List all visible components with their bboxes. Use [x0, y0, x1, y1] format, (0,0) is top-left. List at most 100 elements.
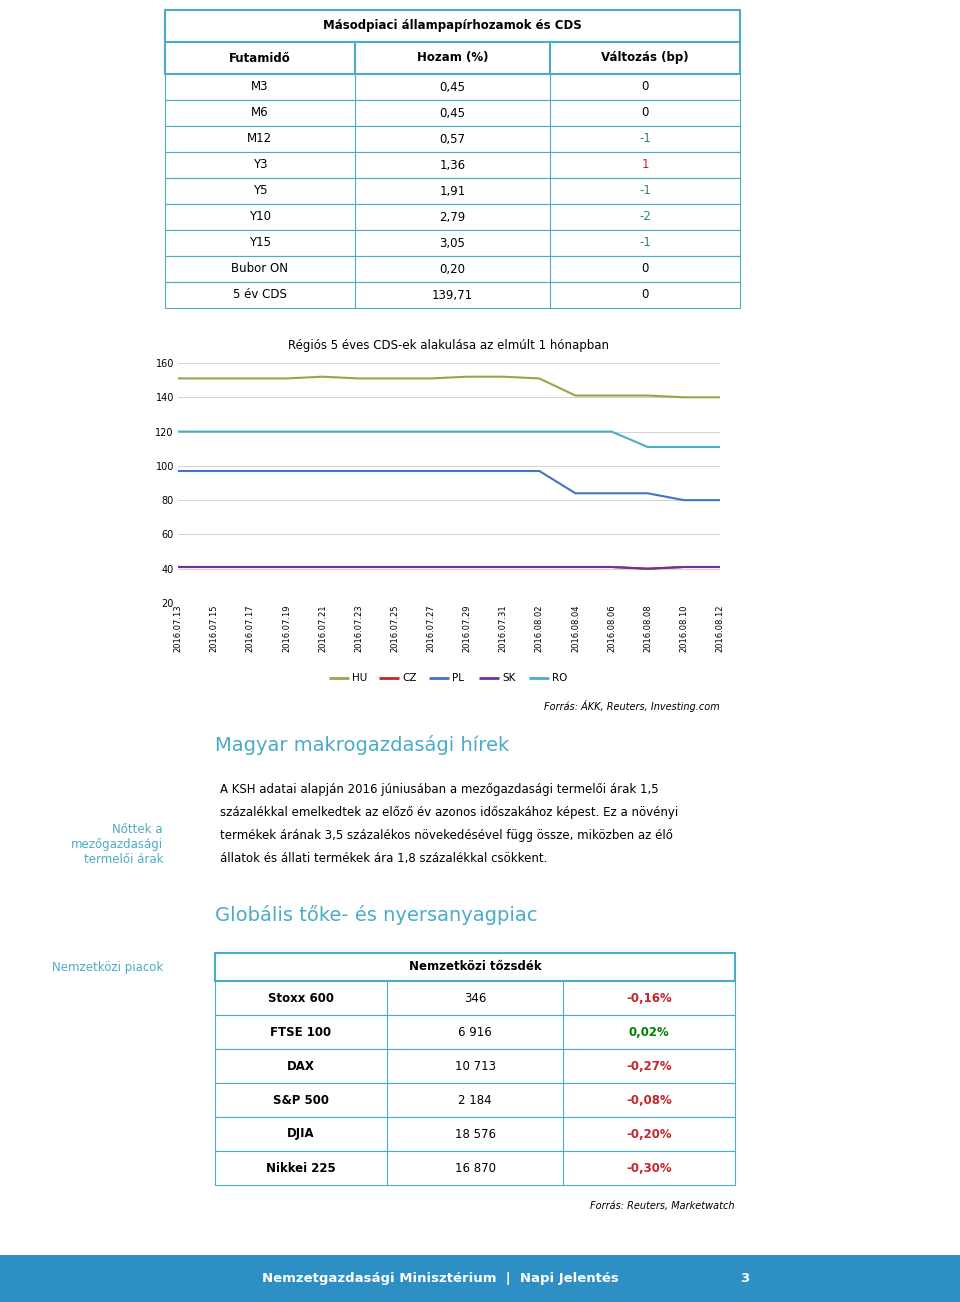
Text: Y5: Y5 [252, 185, 267, 198]
Text: -0,20%: -0,20% [626, 1128, 672, 1141]
Text: M3: M3 [252, 81, 269, 94]
PL [462, 464, 473, 479]
PL [208, 464, 220, 479]
PL [569, 486, 581, 501]
PL [280, 464, 292, 479]
CZ [245, 559, 256, 574]
HU [208, 371, 220, 387]
CZ [353, 559, 365, 574]
HU [317, 368, 328, 384]
Text: Másodpiaci állampapírhozamok és CDS: Másodpiaci állampapírhozamok és CDS [324, 20, 582, 33]
SK [389, 559, 400, 574]
Text: 6 916: 6 916 [458, 1026, 492, 1039]
RO [245, 423, 256, 439]
CZ [425, 559, 437, 574]
CZ [317, 559, 328, 574]
PL [172, 464, 183, 479]
RO [208, 423, 220, 439]
Text: HU: HU [352, 673, 368, 684]
Text: Nemzetközi tőzsdék: Nemzetközi tőzsdék [409, 961, 541, 974]
Bar [165, 256, 740, 283]
Text: Nőttek a
mezőgazdasági
termelői árak: Nőttek a mezőgazdasági termelői árak [71, 823, 163, 866]
Text: Forrás: Reuters, Marketwatch: Forrás: Reuters, Marketwatch [590, 1200, 735, 1211]
Text: termékek árának 3,5 százalékos növekedésével függ össze, miközben az élő: termékek árának 3,5 százalékos növekedés… [220, 829, 673, 842]
Bar [165, 152, 740, 178]
Text: Változás (bp): Változás (bp) [601, 52, 689, 65]
PL [678, 492, 689, 508]
Bar [165, 74, 740, 100]
Bar [165, 100, 740, 126]
Bar [165, 42, 740, 74]
RO [317, 423, 328, 439]
Text: százalékkal emelkedtek az előző év azonos időszakához képest. Ez a növényi: százalékkal emelkedtek az előző év azono… [220, 806, 679, 819]
HU [569, 388, 581, 404]
Bar [165, 10, 740, 42]
HU [172, 371, 183, 387]
Text: 18 576: 18 576 [454, 1128, 495, 1141]
Text: 1,91: 1,91 [440, 185, 466, 198]
Text: Stoxx 600: Stoxx 600 [268, 992, 334, 1005]
Text: 0: 0 [641, 81, 649, 94]
Text: Y15: Y15 [249, 237, 271, 250]
Text: -1: -1 [639, 133, 651, 146]
HU [353, 371, 365, 387]
CZ [569, 559, 581, 574]
Text: -1: -1 [639, 237, 651, 250]
SK [534, 559, 545, 574]
Text: 3: 3 [740, 1272, 750, 1285]
Text: FTSE 100: FTSE 100 [270, 1026, 331, 1039]
Text: -0,16%: -0,16% [626, 992, 672, 1005]
RO [389, 423, 400, 439]
PL [389, 464, 400, 479]
SK [208, 559, 220, 574]
RO [280, 423, 292, 439]
SK [245, 559, 256, 574]
SK [317, 559, 328, 574]
RO [534, 423, 545, 439]
Text: 5 év CDS: 5 év CDS [233, 289, 287, 302]
Line: CZ: CZ [178, 566, 720, 569]
HU [462, 368, 473, 384]
CZ [606, 559, 617, 574]
Bar [215, 1049, 735, 1083]
Text: 10 713: 10 713 [454, 1060, 495, 1073]
Text: Nemzetközi piacok: Nemzetközi piacok [52, 961, 163, 974]
RO [642, 439, 654, 454]
Bar [215, 1151, 735, 1185]
PL [425, 464, 437, 479]
Text: Magyar makrogazdasági hírek: Magyar makrogazdasági hírek [215, 736, 509, 755]
HU [534, 371, 545, 387]
Text: 0,57: 0,57 [440, 133, 466, 146]
HU [714, 389, 726, 405]
Text: DAX: DAX [287, 1060, 315, 1073]
Text: 0,02%: 0,02% [629, 1026, 669, 1039]
HU [389, 371, 400, 387]
CZ [172, 559, 183, 574]
SK [714, 559, 726, 574]
CZ [389, 559, 400, 574]
Line: HU: HU [178, 376, 720, 397]
SK [678, 559, 689, 574]
PL [245, 464, 256, 479]
Text: Nikkei 225: Nikkei 225 [266, 1161, 336, 1174]
Text: 16 870: 16 870 [454, 1161, 495, 1174]
SK [280, 559, 292, 574]
SK [462, 559, 473, 574]
CZ [497, 559, 509, 574]
CZ [534, 559, 545, 574]
PL [606, 486, 617, 501]
Text: M12: M12 [248, 133, 273, 146]
HU [606, 388, 617, 404]
Text: 2 184: 2 184 [458, 1094, 492, 1107]
RO [462, 423, 473, 439]
Text: Hozam (%): Hozam (%) [417, 52, 489, 65]
Text: 0,20: 0,20 [440, 263, 466, 276]
Bar [215, 953, 735, 980]
Line: SK: SK [178, 566, 720, 569]
HU [280, 371, 292, 387]
RO [606, 423, 617, 439]
Bar [165, 126, 740, 152]
Text: RO: RO [552, 673, 567, 684]
CZ [678, 559, 689, 574]
Bar [215, 980, 735, 1016]
